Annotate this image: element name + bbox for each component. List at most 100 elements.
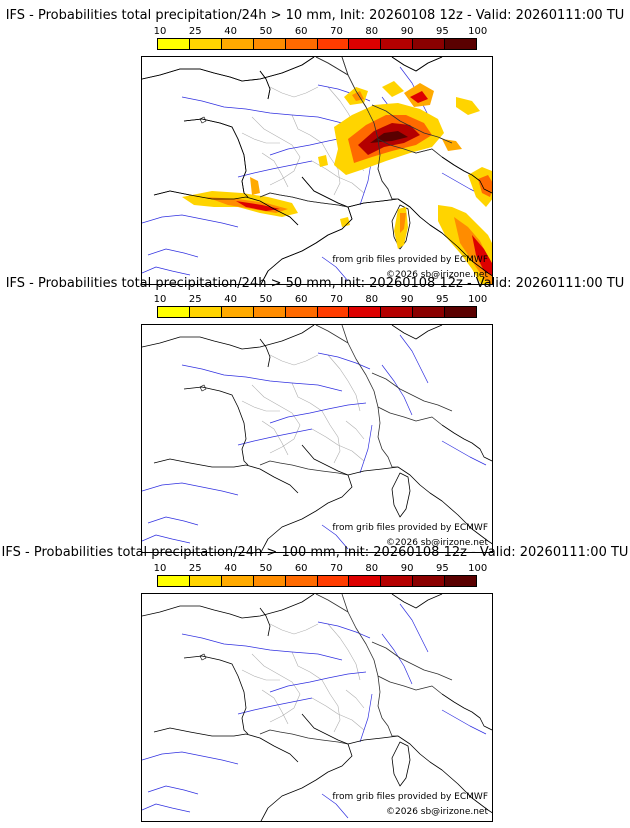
country-border [259, 192, 349, 208]
island-corsica [391, 741, 411, 787]
colorbar-tick-label: 50 [259, 563, 273, 574]
region-boundary [241, 400, 280, 412]
country-border [315, 325, 349, 344]
colorbar [157, 38, 477, 50]
map-frame: from grib files provided by ECMWF ©2026 … [141, 593, 493, 822]
region-boundary [311, 428, 365, 462]
colorbar-tick-label: 100 [468, 26, 488, 37]
colorbar-segment [349, 576, 382, 586]
coastline [260, 713, 353, 821]
colorbar-tick-label: 60 [294, 294, 308, 305]
coastline [153, 190, 299, 226]
river [359, 693, 373, 743]
river [399, 603, 429, 653]
precipitation-area [250, 177, 260, 195]
colorbar-segment [317, 307, 350, 317]
region-boundary [327, 623, 361, 681]
map-frame: from grib files provided by ECMWF ©2026 … [141, 324, 493, 553]
precipitation-area [236, 201, 280, 211]
basemap [142, 594, 492, 821]
map-frame: from grib files provided by ECMWF ©2026 … [141, 56, 493, 285]
coastline [183, 386, 249, 466]
colorbar-tick-label: 70 [330, 294, 343, 305]
country-border [377, 138, 443, 158]
colorbar-segment [349, 307, 382, 317]
coastline [391, 594, 443, 609]
colorbar-segment [189, 576, 222, 586]
precipitation-area [410, 91, 428, 103]
colorbar-segment [317, 39, 350, 49]
country-border [341, 594, 398, 737]
river [147, 785, 199, 795]
country-border [341, 57, 398, 200]
region-boundary [241, 132, 280, 144]
colorbar-segment [445, 307, 477, 317]
colorbar-tick-label: 10 [153, 294, 167, 305]
panel-title: IFS - Probabilities total precipitation/… [5, 8, 625, 23]
colorbar-segment [413, 307, 446, 317]
coastline [347, 735, 492, 814]
colorbar-segment [349, 39, 382, 49]
colorbar-tick-label: 10 [153, 563, 167, 574]
river [321, 256, 349, 282]
region-boundary [345, 420, 365, 440]
river [142, 534, 191, 544]
region-boundary [251, 653, 301, 723]
panel-title: IFS - Probabilities total precipitation/… [1, 545, 629, 560]
colorbar-segment [221, 39, 254, 49]
colorbar-tick-label: 40 [224, 563, 237, 574]
colorbar-segment [253, 39, 286, 49]
coastline [183, 655, 249, 735]
coastline [441, 693, 492, 731]
river [147, 516, 199, 526]
country-border [377, 406, 443, 426]
river [237, 428, 313, 446]
river [181, 96, 343, 124]
coastline [441, 424, 492, 462]
coastline [441, 156, 492, 194]
colorbar-segment [158, 576, 190, 586]
colorbar-segment [189, 39, 222, 49]
colorbar-segment [445, 39, 477, 49]
coastline [153, 458, 299, 494]
river [142, 751, 239, 765]
precipitation-area [340, 217, 350, 227]
region-boundary [269, 86, 319, 98]
country-border [315, 594, 349, 613]
river [142, 803, 191, 813]
colorbar-tick-label: 50 [259, 294, 273, 305]
river [181, 633, 343, 661]
colorbar-tick-label: 60 [294, 563, 308, 574]
colorbar-tick-label: 10 [153, 26, 167, 37]
country-border [315, 57, 349, 76]
colorbar-tick-label: 40 [224, 294, 237, 305]
colorbar-segment [253, 307, 286, 317]
coastline [391, 57, 443, 72]
colorbar-tick-label: 100 [468, 563, 488, 574]
source-credit: from grib files provided by ECMWF [332, 255, 488, 265]
region-boundary [269, 354, 319, 366]
colorbar-segment [413, 39, 446, 49]
coastline [259, 607, 271, 637]
region-boundary [291, 651, 341, 733]
colorbar-tick-label: 25 [188, 294, 202, 305]
colorbar-segment [253, 576, 286, 586]
precipitation-area [400, 213, 406, 233]
region-boundary [291, 114, 341, 196]
country-border [371, 104, 453, 144]
map-panel-100mm: IFS - Probabilities total precipitation/… [0, 545, 630, 822]
colorbar-segment [445, 576, 477, 586]
river [269, 402, 367, 424]
region-boundary [251, 116, 301, 186]
coastline [259, 338, 271, 368]
colorbar-tick-label: 95 [436, 294, 449, 305]
colorbar-ticks: 10 25 40 50 60 70 80 90 95 100 [150, 26, 490, 38]
colorbar-segment [158, 39, 190, 49]
colorbar-tick-label: 95 [436, 26, 449, 37]
region-boundary [345, 689, 365, 709]
colorbar-segment [158, 307, 190, 317]
precipitation-area [318, 155, 328, 167]
country-border [341, 325, 398, 468]
country-border [371, 641, 453, 681]
colorbar-tick-label: 50 [259, 26, 273, 37]
